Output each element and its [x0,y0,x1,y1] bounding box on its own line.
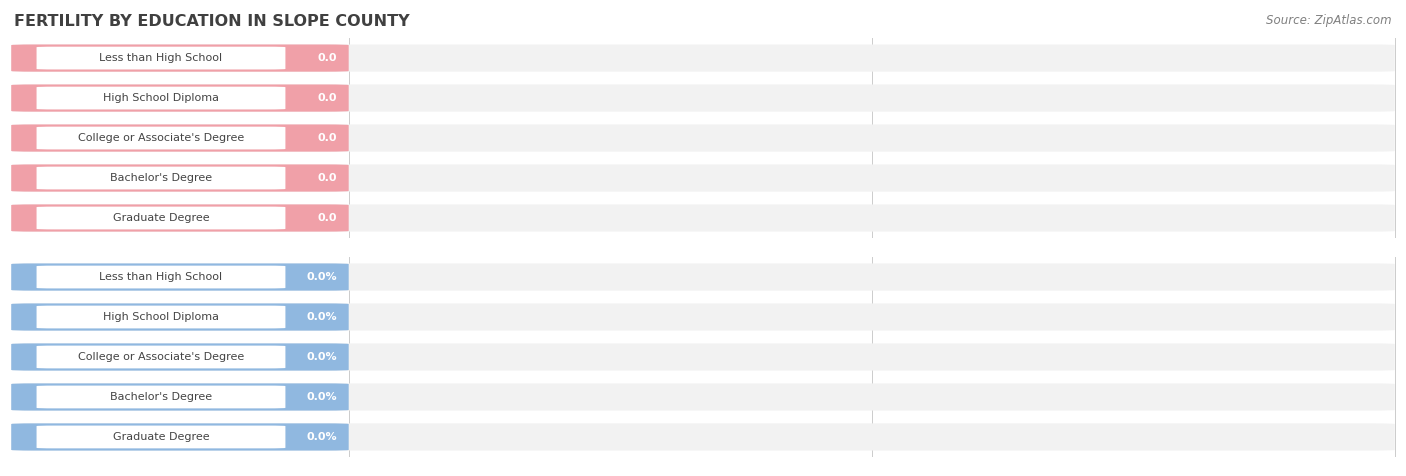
Text: 0.0: 0.0 [862,260,882,273]
FancyBboxPatch shape [11,423,349,451]
FancyBboxPatch shape [11,263,349,291]
FancyBboxPatch shape [11,164,349,192]
Text: 0.0%: 0.0% [307,272,337,282]
FancyBboxPatch shape [37,87,285,109]
FancyBboxPatch shape [11,84,349,112]
Text: Less than High School: Less than High School [100,53,222,63]
FancyBboxPatch shape [37,127,285,149]
FancyBboxPatch shape [11,343,349,371]
Text: 0.0: 0.0 [1385,260,1405,273]
Text: 0.0: 0.0 [318,133,337,143]
FancyBboxPatch shape [11,44,1395,72]
FancyBboxPatch shape [37,266,285,288]
Text: 0.0%: 0.0% [307,432,337,442]
FancyBboxPatch shape [37,207,285,229]
FancyBboxPatch shape [37,386,285,408]
Text: Less than High School: Less than High School [100,272,222,282]
FancyBboxPatch shape [11,124,349,152]
FancyBboxPatch shape [11,263,1395,291]
FancyBboxPatch shape [11,383,349,411]
Text: 0.0%: 0.0% [307,392,337,402]
FancyBboxPatch shape [11,164,1395,192]
FancyBboxPatch shape [11,204,1395,232]
FancyBboxPatch shape [11,383,1395,411]
FancyBboxPatch shape [11,423,1395,451]
FancyBboxPatch shape [11,303,349,331]
Text: High School Diploma: High School Diploma [103,312,219,322]
FancyBboxPatch shape [11,124,1395,152]
FancyBboxPatch shape [11,204,349,232]
Text: FERTILITY BY EDUCATION IN SLOPE COUNTY: FERTILITY BY EDUCATION IN SLOPE COUNTY [14,14,409,30]
FancyBboxPatch shape [37,167,285,189]
Text: High School Diploma: High School Diploma [103,93,219,103]
Text: 0.0: 0.0 [318,53,337,63]
FancyBboxPatch shape [37,426,285,448]
Text: College or Associate's Degree: College or Associate's Degree [77,352,245,362]
Text: Source: ZipAtlas.com: Source: ZipAtlas.com [1267,14,1392,27]
FancyBboxPatch shape [37,306,285,328]
Text: Bachelor's Degree: Bachelor's Degree [110,392,212,402]
Text: 0.0%: 0.0% [307,312,337,322]
Text: 0.0: 0.0 [318,213,337,223]
Text: Graduate Degree: Graduate Degree [112,432,209,442]
Text: 0.0: 0.0 [318,93,337,103]
FancyBboxPatch shape [37,346,285,368]
FancyBboxPatch shape [11,343,1395,371]
Text: College or Associate's Degree: College or Associate's Degree [77,133,245,143]
Text: Bachelor's Degree: Bachelor's Degree [110,173,212,183]
Text: Graduate Degree: Graduate Degree [112,213,209,223]
FancyBboxPatch shape [37,47,285,69]
Text: 0.0: 0.0 [318,173,337,183]
FancyBboxPatch shape [11,84,1395,112]
Text: 0.0: 0.0 [339,260,359,273]
FancyBboxPatch shape [11,303,1395,331]
FancyBboxPatch shape [11,44,349,72]
Text: 0.0%: 0.0% [307,352,337,362]
